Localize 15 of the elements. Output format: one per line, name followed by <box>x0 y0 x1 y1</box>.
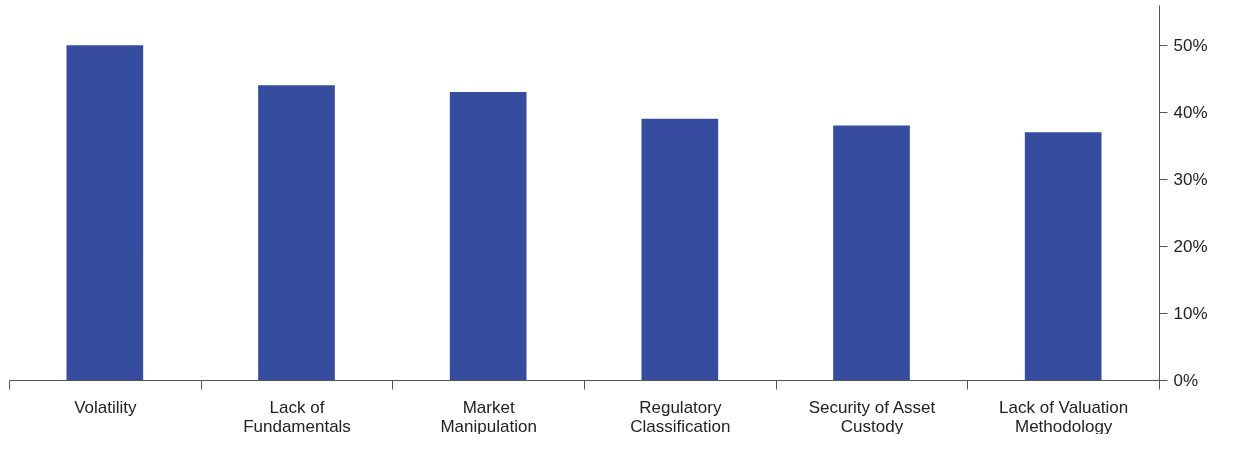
x-tick-label: Regulatory Classification <box>630 397 731 436</box>
x-tick-label: Volatility <box>74 397 138 417</box>
bar <box>449 92 527 380</box>
y-tick-label: 20% <box>1173 236 1208 256</box>
y-tick-label: 10% <box>1173 303 1208 323</box>
bar <box>833 125 910 380</box>
bar <box>1024 132 1102 380</box>
y-tick-label: 50% <box>1173 35 1208 55</box>
x-tick-label: Lack of Fundamentals <box>243 397 351 436</box>
y-tick-label: 0% <box>1173 370 1199 390</box>
bar <box>66 45 144 380</box>
y-tick-label: 40% <box>1173 102 1208 122</box>
y-tick-label: 30% <box>1173 169 1208 189</box>
bar <box>258 85 335 380</box>
bar <box>641 118 719 380</box>
